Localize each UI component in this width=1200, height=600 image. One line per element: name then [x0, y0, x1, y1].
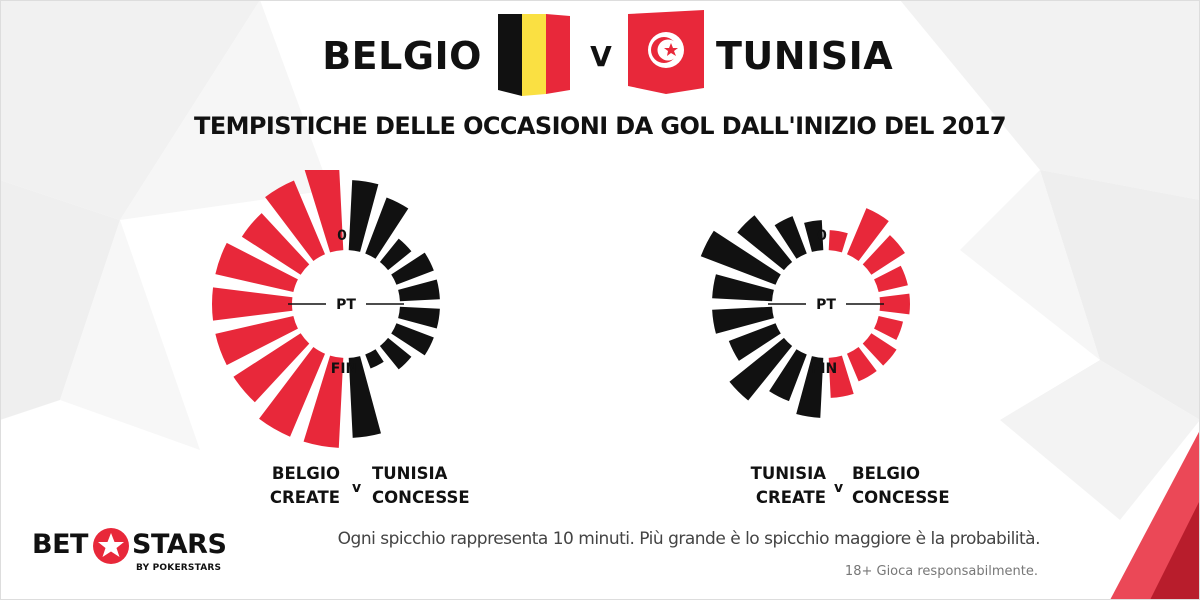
left-series-segment-2: [774, 216, 807, 259]
tick-label-end: FIN: [331, 361, 358, 377]
left-series-segment-5: [712, 274, 774, 302]
caption-left-away-team: TUNISIA: [372, 464, 448, 483]
home-team-name: BELGIO: [322, 34, 482, 78]
right-series-segment-1: [828, 230, 848, 253]
right-series-segment-2: [846, 208, 889, 261]
left-series-segment-3: [737, 215, 793, 271]
left-series-segment-8: [729, 337, 793, 401]
versus-label: V: [590, 40, 612, 73]
left-series-segment-6: [215, 316, 298, 366]
left-series-segment-1: [804, 220, 824, 252]
right-series-segment-7: [862, 333, 897, 366]
logo-subtitle: BY POKERSTARS: [136, 563, 222, 573]
right-series-segment-10: [348, 356, 381, 438]
left-series-segment-9: [303, 355, 344, 448]
right-series-segment-9: [365, 349, 384, 369]
right-series-segment-4: [391, 252, 434, 285]
header: BELGIO V TUNISIA: [0, 8, 1200, 98]
caption-left-away: TUNISIA CONCESSE: [372, 462, 502, 510]
left-series-segment-7: [728, 323, 781, 361]
left-series-segment-7: [233, 333, 310, 403]
right-series-segment-8: [379, 337, 412, 370]
caption-right-home-type: CREATE: [755, 488, 826, 507]
betstars-logo: BET STARS BY POKERSTARS: [32, 527, 232, 579]
tunisia-flag-icon: [628, 10, 704, 94]
right-series-segment-7: [391, 323, 434, 356]
left-series-segment-6: [712, 306, 774, 334]
right-series-segment-5: [398, 279, 440, 302]
tick-label-start: 0: [337, 228, 347, 244]
radial-chart-tunisia-create: 0 PT FIN: [700, 208, 911, 418]
right-series-segment-3: [379, 238, 412, 271]
left-series-segment-4: [700, 230, 781, 285]
right-series-segment-3: [862, 235, 905, 275]
right-series-segment-5: [879, 293, 911, 315]
away-team-name: TUNISIA: [716, 34, 894, 78]
tick-label-end: FIN: [811, 361, 838, 377]
caption-left-away-type: CONCESSE: [372, 488, 470, 507]
left-series-segment-9: [769, 349, 807, 402]
caption-right-v: v: [834, 480, 844, 496]
caption-left-home-type: CREATE: [269, 488, 340, 507]
right-series-segment-4: [874, 265, 908, 292]
caption-right-away-type: CONCESSE: [852, 488, 950, 507]
footnote: Ogni spicchio rappresenta 10 minuti. Più…: [337, 529, 1041, 549]
right-series-segment-1: [348, 180, 379, 252]
left-series-segment-5: [212, 287, 293, 321]
left-series-segment-2: [265, 180, 326, 261]
responsible-gambling-note: 18+ Gioca responsabilmente.: [844, 564, 1038, 579]
right-series-segment-6: [398, 306, 440, 329]
belgium-flag-icon: [498, 14, 570, 96]
caption-right-away-team: BELGIO: [852, 464, 921, 483]
radial-chart-belgio-create: 0 PT FIN: [212, 170, 440, 448]
caption-right-home-team: TUNISIA: [750, 464, 826, 483]
right-series-segment-6: [874, 316, 904, 341]
caption-left-home: BELGIO CREATE: [230, 462, 340, 510]
star-icon: [93, 528, 129, 564]
left-series-segment-4: [215, 242, 298, 292]
caption-right-away: BELGIO CONCESSE: [852, 462, 982, 510]
left-series-segment-1: [304, 170, 344, 253]
chart-subtitle: TEMPISTICHE DELLE OCCASIONI DA GOL DALL'…: [194, 112, 1006, 140]
right-series-segment-9: [828, 355, 854, 398]
logo-word-stars: STARS: [132, 529, 227, 560]
logo-word-bet: BET: [32, 529, 88, 560]
tick-label-half: PT: [816, 297, 836, 313]
tick-label-start: 0: [817, 228, 827, 244]
left-series-segment-3: [241, 213, 310, 275]
right-series-segment-2: [365, 197, 409, 259]
right-series-segment-8: [846, 347, 877, 382]
caption-left-v: v: [352, 480, 362, 496]
left-series-segment-8: [259, 347, 326, 437]
tick-label-half: PT: [336, 297, 356, 313]
left-series-segment-10: [796, 356, 824, 418]
caption-left-home-team: BELGIO: [271, 464, 340, 483]
caption-right-home: TUNISIA CREATE: [710, 462, 826, 510]
